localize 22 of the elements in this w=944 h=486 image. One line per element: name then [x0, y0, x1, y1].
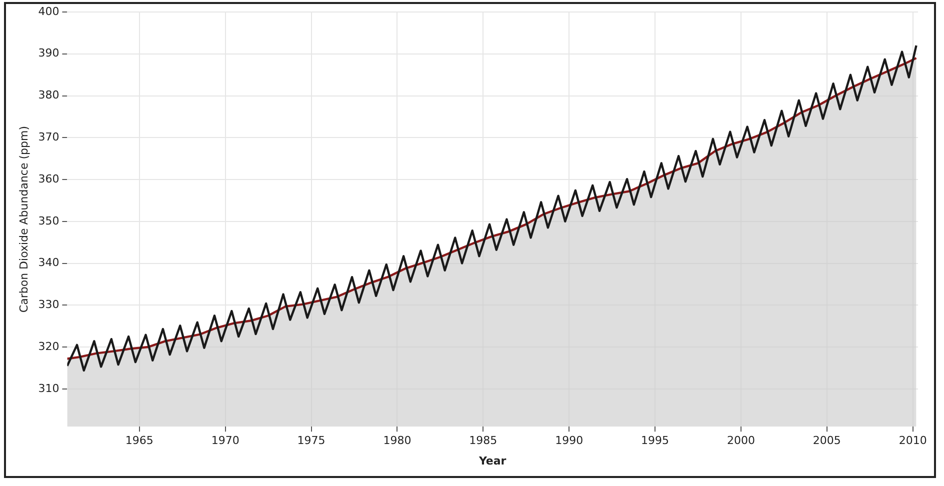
x-tick-label: 2010	[898, 434, 927, 448]
y-tick-label: 310	[38, 382, 60, 395]
x-tick-label: 1990	[555, 434, 584, 448]
x-axis-title: Year	[478, 454, 507, 468]
y-tick-label: 380	[38, 88, 60, 102]
x-tick-label: 1965	[125, 434, 154, 448]
y-tick-label: 330	[38, 298, 60, 312]
y-tick-label: 390	[38, 46, 60, 60]
x-tick-label: 1980	[383, 434, 412, 448]
y-tick-label: 370	[38, 130, 60, 144]
y-tick-label: 350	[38, 214, 60, 228]
y-axis-title: Carbon Dioxide Abundance (ppm)	[17, 126, 30, 313]
x-tick-label: 1995	[641, 434, 670, 448]
x-tick-label: 1970	[211, 434, 240, 448]
x-tick-label: 2005	[812, 434, 841, 448]
x-tick-label: 2000	[726, 434, 755, 448]
x-tick-label: 1985	[469, 434, 498, 448]
x-tick-label: 1975	[297, 434, 326, 448]
y-tick-label: 340	[38, 256, 60, 270]
y-tick-label: 360	[38, 172, 60, 186]
y-tick-label: 320	[38, 340, 60, 353]
y-tick-label: 400	[38, 4, 60, 18]
